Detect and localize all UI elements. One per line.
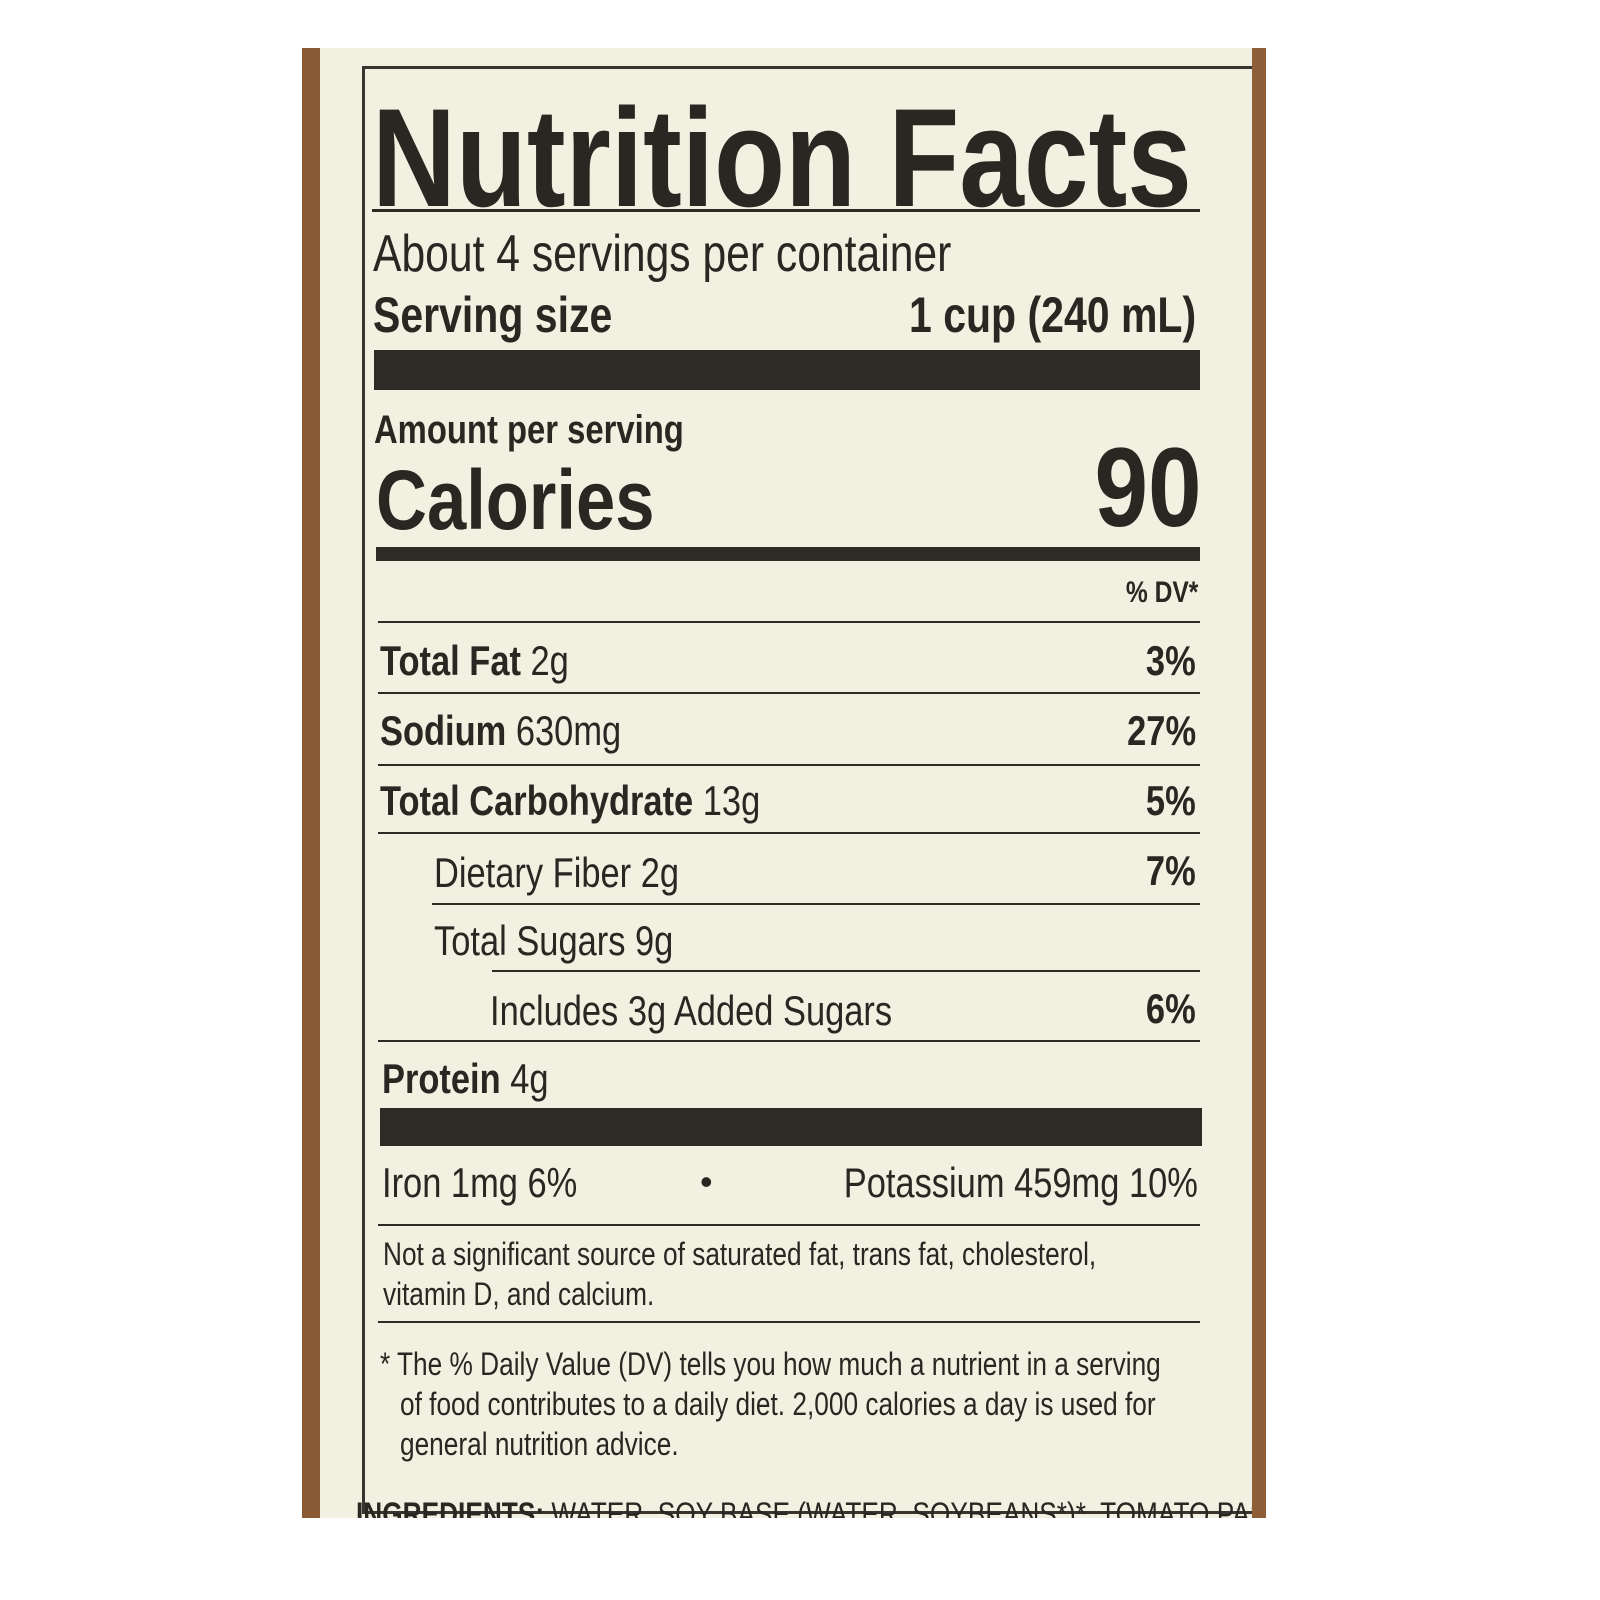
dv-footnote-line-2: of food contributes to a daily diet. 2,0… xyxy=(400,1386,1156,1422)
title: Nutrition Facts xyxy=(372,79,1192,236)
nutrition-facts-panel xyxy=(362,66,1252,1514)
dv-header: % DV* xyxy=(1125,576,1198,609)
divider xyxy=(378,764,1200,766)
divider xyxy=(378,1040,1200,1042)
potassium: Potassium 459mg 10% xyxy=(843,1159,1198,1206)
nutrient-row-protein: Protein 4g xyxy=(382,1058,549,1100)
ingredients: INGREDIENTS: WATER, SOY BASE (WATER, SOY… xyxy=(356,1500,1252,1518)
thick-divider xyxy=(374,350,1200,390)
nutrient-dv: 27% xyxy=(1127,707,1196,754)
nutrient-name: Includes 3g Added Sugars xyxy=(490,987,893,1034)
divider xyxy=(492,970,1200,972)
nutrient-dv: 5% xyxy=(1146,777,1196,824)
serving-size-label: Serving size xyxy=(373,287,613,343)
medium-divider xyxy=(376,547,1200,561)
thick-divider xyxy=(380,1108,1202,1146)
calories-value: 90 xyxy=(1094,425,1202,550)
divider xyxy=(432,903,1200,905)
nutrient-amount: 2g xyxy=(530,637,569,684)
dv-footnote-line-1: * The % Daily Value (DV) tells you how m… xyxy=(380,1346,1161,1382)
ingredients-label: INGREDIENTS: xyxy=(356,1500,545,1518)
divider xyxy=(378,692,1200,694)
nutrient-name: Sodium xyxy=(380,707,507,754)
divider xyxy=(378,621,1200,623)
nutrient-amount: 4g xyxy=(510,1055,549,1102)
divider xyxy=(378,1321,1200,1323)
separator-dot: • xyxy=(700,1161,713,1202)
divider xyxy=(378,1224,1200,1226)
nutrient-dv: 3% xyxy=(1146,637,1196,684)
amount-per-serving: Amount per serving xyxy=(374,408,684,452)
nutrient-dv: 6% xyxy=(1146,985,1196,1032)
nutrient-name: Dietary Fiber 2g xyxy=(434,849,680,896)
nutrient-row-total-sugars: Total Sugars 9g xyxy=(434,917,674,964)
ingredients-clip: INGREDIENTS: WATER, SOY BASE (WATER, SOY… xyxy=(320,1500,1252,1518)
nutrient-name: Protein xyxy=(382,1055,501,1102)
divider xyxy=(378,832,1200,834)
calories-label: Calories xyxy=(376,453,655,547)
divider xyxy=(372,209,1200,212)
nutrient-amount: 13g xyxy=(702,777,761,824)
serving-size-value: 1 cup (240 mL) xyxy=(908,287,1196,343)
ingredients-text: WATER, SOY BASE (WATER, SOYBEANS*)*, TOM… xyxy=(551,1500,1252,1518)
servings-per-container: About 4 servings per container xyxy=(373,225,952,283)
nutrient-amount: 630mg xyxy=(515,707,622,754)
nutrient-name: Total Carbohydrate xyxy=(380,777,694,824)
not-significant-line-1: Not a significant source of saturated fa… xyxy=(383,1236,1097,1272)
iron: Iron 1mg 6% xyxy=(382,1159,578,1206)
nutrient-dv: 7% xyxy=(1146,847,1196,894)
not-significant-line-2: vitamin D, and calcium. xyxy=(383,1276,655,1312)
nutrient-name: Total Fat xyxy=(380,637,521,684)
nutrition-label xyxy=(302,48,1266,1518)
dv-footnote-line-3: general nutrition advice. xyxy=(400,1426,679,1462)
